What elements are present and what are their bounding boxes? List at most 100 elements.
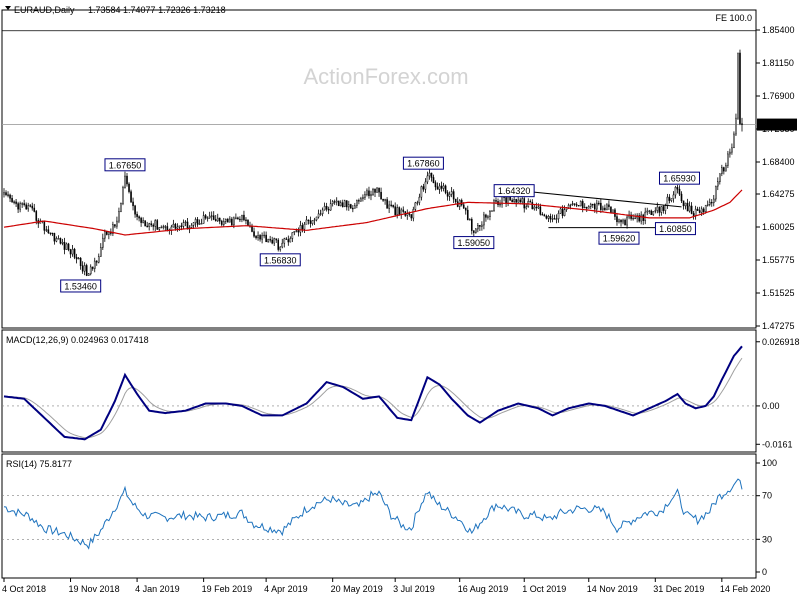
candle-body xyxy=(273,238,276,244)
candle-body xyxy=(462,204,465,209)
date-tick-label: 31 Dec 2019 xyxy=(653,584,704,594)
candle-body xyxy=(531,202,534,210)
candle-body xyxy=(547,216,550,219)
macd-label: MACD(12,26,9) 0.024963 0.017418 xyxy=(6,335,149,345)
candle-body xyxy=(378,187,380,193)
candle-body xyxy=(537,206,540,209)
candle-body xyxy=(737,52,739,119)
candle-body xyxy=(620,219,622,223)
candle-body xyxy=(380,191,382,200)
candle-body xyxy=(91,266,94,269)
candle-body xyxy=(672,194,675,199)
candle-body xyxy=(416,202,419,204)
candle-body xyxy=(642,214,645,221)
candle-body xyxy=(710,201,713,204)
dropdown-triangle-icon[interactable] xyxy=(5,6,11,10)
candle-body xyxy=(587,206,590,209)
candle-body xyxy=(287,239,290,243)
candle-body xyxy=(17,203,19,210)
annotation-label: 1.59620 xyxy=(598,231,640,245)
candle-body xyxy=(15,201,17,204)
candle-body xyxy=(714,185,717,200)
candle-body xyxy=(178,225,181,228)
candle-body xyxy=(662,206,665,211)
candle-body xyxy=(428,172,431,177)
annotation-text: 1.67860 xyxy=(407,159,440,169)
candle-body xyxy=(176,226,179,229)
candle-body xyxy=(364,194,366,198)
candle-body xyxy=(315,216,318,221)
candle-body xyxy=(354,205,356,209)
candle-body xyxy=(301,225,304,230)
candle-body xyxy=(591,203,594,206)
price-tick-label: 1.51525 xyxy=(762,288,795,298)
candle-body xyxy=(553,218,556,220)
candle-body xyxy=(206,217,209,220)
candle-body xyxy=(11,198,13,203)
macd-line xyxy=(3,345,743,441)
candle-body xyxy=(491,210,493,212)
candle-body xyxy=(507,196,509,204)
candle-body xyxy=(297,230,300,233)
candle-body xyxy=(660,206,663,213)
price-tick-label: 1.55775 xyxy=(762,255,795,265)
candle-body xyxy=(184,221,187,223)
candle-body xyxy=(608,204,610,207)
candle-body xyxy=(323,205,326,211)
candle-body xyxy=(535,206,538,209)
candle-body xyxy=(408,213,411,215)
candle-body xyxy=(291,232,294,239)
price-tick-label: 1.60025 xyxy=(762,222,795,232)
candle-body xyxy=(162,226,165,228)
candle-body xyxy=(692,213,695,216)
candle-body xyxy=(7,194,9,196)
candle-body xyxy=(33,207,36,212)
candle-body xyxy=(372,189,374,195)
annotation-box xyxy=(658,171,700,185)
candle-body xyxy=(666,196,669,206)
price-tick-label: 1.85400 xyxy=(762,25,795,35)
candle-body xyxy=(729,151,731,155)
candle-body xyxy=(210,215,213,217)
candle-body xyxy=(99,247,102,257)
candle-body xyxy=(190,224,193,228)
candle-body xyxy=(140,217,142,223)
candle-body xyxy=(233,217,235,226)
candle-body xyxy=(327,208,330,211)
candle-body xyxy=(434,182,437,188)
price-tick-label: 1.68400 xyxy=(762,157,795,167)
candle-body xyxy=(289,238,292,243)
candle-body xyxy=(632,217,634,220)
candle-body xyxy=(475,228,477,233)
price-tick-label: 1.76900 xyxy=(762,91,795,101)
candle-body xyxy=(261,235,263,240)
candle-body xyxy=(466,209,469,221)
annotation-text: 1.53460 xyxy=(64,281,97,291)
watermark: ActionForex.com xyxy=(303,64,468,89)
candle-body xyxy=(279,246,282,250)
candle-body xyxy=(192,222,195,226)
candle-body xyxy=(126,175,128,185)
candle-body xyxy=(362,197,364,199)
annotation-label: 1.64320 xyxy=(493,184,535,198)
annotation-label: 1.67860 xyxy=(402,156,444,170)
candle-body xyxy=(648,210,651,212)
candle-body xyxy=(55,238,58,242)
annotation-box xyxy=(104,158,146,172)
rsi-tick-label: 70 xyxy=(762,491,772,501)
candle-body xyxy=(575,204,578,206)
candle-body xyxy=(65,243,68,250)
candle-body xyxy=(142,220,144,223)
candle-body xyxy=(319,213,322,215)
candle-body xyxy=(420,186,423,198)
candle-body xyxy=(600,202,602,210)
candle-body xyxy=(198,223,201,225)
candle-body xyxy=(295,230,298,232)
candle-body xyxy=(120,203,122,212)
candle-body xyxy=(57,238,60,240)
candle-body xyxy=(208,215,211,219)
candle-body xyxy=(356,200,358,206)
candle-body xyxy=(333,201,336,203)
candle-body xyxy=(561,208,564,216)
candle-body xyxy=(212,215,215,220)
